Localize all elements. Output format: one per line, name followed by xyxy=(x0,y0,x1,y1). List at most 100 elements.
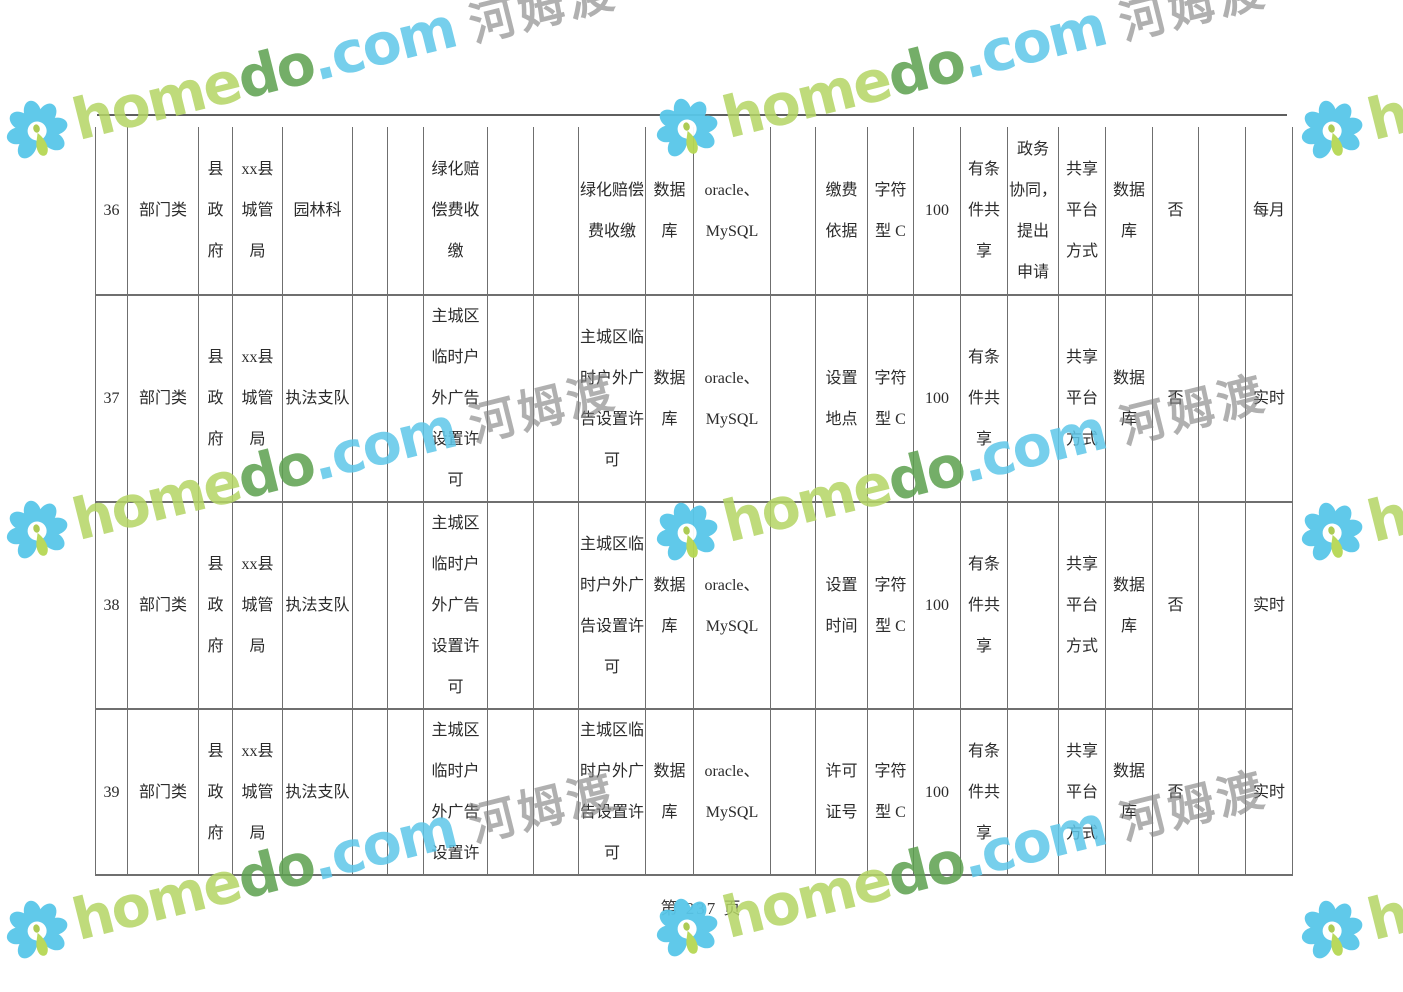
table-cell: 100 xyxy=(913,127,961,296)
table-cell: 字符 型 C xyxy=(867,294,914,503)
table-cell xyxy=(1007,708,1059,876)
table-row: 37 部门类县 政 府 xx县 城管 局执法支队 主城区 临时户 外广告 设置许 可 主… xyxy=(95,294,1293,503)
table-cell: 实时 xyxy=(1245,294,1293,503)
table-cell: 共享 平台 方式 xyxy=(1058,708,1106,876)
table-cell xyxy=(1198,294,1246,503)
table-cell xyxy=(352,294,388,503)
data-resource-table: 36 部门类县 政 府 xx县 城管 局园林科 绿化赔 偿费收 缴绿化赔偿 费收缴 数据… xyxy=(95,127,1293,876)
table-row: 38 部门类县 政 府 xx县 城管 局执法支队 主城区 临时户 外广告 设置许 可 主… xyxy=(95,501,1293,710)
table-cell xyxy=(1198,501,1246,710)
watermark-home-text: home xyxy=(1361,48,1403,154)
table-cell: 县 政 府 xyxy=(198,127,233,296)
table-cell: 每月 xyxy=(1245,127,1293,296)
watermark-home-text: home xyxy=(1361,450,1403,556)
homedo-flower-icon xyxy=(1293,494,1371,572)
table-cell: 共享 平台 方式 xyxy=(1058,294,1106,503)
table-cell: 字符 型 C xyxy=(867,708,914,876)
table-cell: 100 xyxy=(913,708,961,876)
table-cell xyxy=(1198,708,1246,876)
table-cell: 县 政 府 xyxy=(198,501,233,710)
table-cell xyxy=(487,294,534,503)
table-cell xyxy=(387,294,424,503)
table-cell xyxy=(533,294,579,503)
table-cell: 缴费 依据 xyxy=(815,127,868,296)
table-cell: 政务 协同， 提出 申请 xyxy=(1007,127,1059,296)
table-cell xyxy=(487,127,534,296)
homedo-flower-icon xyxy=(0,92,76,170)
table-cell xyxy=(770,294,816,503)
table-cell xyxy=(352,708,388,876)
table-cell: 共享 平台 方式 xyxy=(1058,127,1106,296)
table-cell: 绿化赔 偿费收 缴 xyxy=(423,127,488,296)
table-cell: xx县 城管 局 xyxy=(232,127,283,296)
table-cell: 园林科 xyxy=(282,127,353,296)
table-cell: oracle、 MySQL xyxy=(693,501,771,710)
table-cell: oracle、 MySQL xyxy=(693,294,771,503)
table-cell: 部门类 xyxy=(127,708,199,876)
table-cell: 否 xyxy=(1152,501,1199,710)
table-cell: 执法支队 xyxy=(282,294,353,503)
watermark-com-text: .com xyxy=(304,0,463,95)
table-cell: 共享 平台 方式 xyxy=(1058,501,1106,710)
table-cell: 39 xyxy=(95,708,128,876)
watermark-do-text: do xyxy=(880,28,971,111)
table-cell: 主城区临 时户外广 告设置许 可 xyxy=(578,501,646,710)
table-cell xyxy=(1007,294,1059,503)
table-cell xyxy=(352,127,388,296)
table-cell: xx县 城管 局 xyxy=(232,294,283,503)
table-cell: 字符 型 C xyxy=(867,127,914,296)
table-cell: 许可 证号 xyxy=(815,708,868,876)
table-cell: 设置 时间 xyxy=(815,501,868,710)
table-cell: 执法支队 xyxy=(282,708,353,876)
table-cell: 100 xyxy=(913,501,961,710)
watermark-cn-text: 河姆渡 xyxy=(1113,0,1273,51)
table-cell: 数据 库 xyxy=(645,127,694,296)
table-cell: 县 政 府 xyxy=(198,294,233,503)
table-cell: 否 xyxy=(1152,127,1199,296)
table-cell xyxy=(770,708,816,876)
table-cell: 36 xyxy=(95,127,128,296)
table-cell: 数据 库 xyxy=(1105,501,1153,710)
table-cell: 字符 型 C xyxy=(867,501,914,710)
homedo-flower-icon xyxy=(0,492,76,570)
table-cell: 有条 件共 享 xyxy=(960,294,1008,503)
table-cell: 数据 库 xyxy=(1105,127,1153,296)
watermark-com-text: .com xyxy=(954,0,1113,93)
table-cell xyxy=(533,501,579,710)
page-number: 第 237 页 xyxy=(660,899,743,918)
table-cell: 37 xyxy=(95,294,128,503)
homedo-flower-icon xyxy=(1293,92,1371,170)
watermark-cn-text: 河姆渡 xyxy=(463,0,623,53)
table-cell xyxy=(487,501,534,710)
table-cell: 主城区 临时户 外广告 设置许 可 xyxy=(423,294,488,503)
table-cell: 数据 库 xyxy=(645,501,694,710)
table-cell: 主城区临 时户外广 告设置许 可 xyxy=(578,294,646,503)
table-cell: 部门类 xyxy=(127,501,199,710)
table-top-rule xyxy=(97,114,1287,116)
watermark-do-text: do xyxy=(230,30,321,113)
table-cell xyxy=(533,708,579,876)
table-cell: oracle、 MySQL xyxy=(693,127,771,296)
table-row: 39 部门类县 政 府 xx县 城管 局执法支队 主城区 临时户 外广告 设置许 主城区… xyxy=(95,708,1293,876)
table-row: 36 部门类县 政 府 xx县 城管 局园林科 绿化赔 偿费收 缴绿化赔偿 费收缴 数据… xyxy=(95,127,1293,296)
table-cell: 数据 库 xyxy=(1105,294,1153,503)
table-cell: 主城区 临时户 外广告 设置许 xyxy=(423,708,488,876)
table-cell: 部门类 xyxy=(127,294,199,503)
table-cell: 主城区临 时户外广 告设置许 可 xyxy=(578,708,646,876)
table-cell: xx县 城管 局 xyxy=(232,708,283,876)
table-cell xyxy=(533,127,579,296)
table-cell xyxy=(387,708,424,876)
table-cell: 数据 库 xyxy=(645,294,694,503)
table-cell: 执法支队 xyxy=(282,501,353,710)
table-cell: 设置 地点 xyxy=(815,294,868,503)
table-cell xyxy=(1007,501,1059,710)
table-cell: 县 政 府 xyxy=(198,708,233,876)
table-cell xyxy=(387,501,424,710)
table-cell: 主城区 临时户 外广告 设置许 可 xyxy=(423,501,488,710)
table-cell: oracle、 MySQL xyxy=(693,708,771,876)
table-cell: 否 xyxy=(1152,294,1199,503)
